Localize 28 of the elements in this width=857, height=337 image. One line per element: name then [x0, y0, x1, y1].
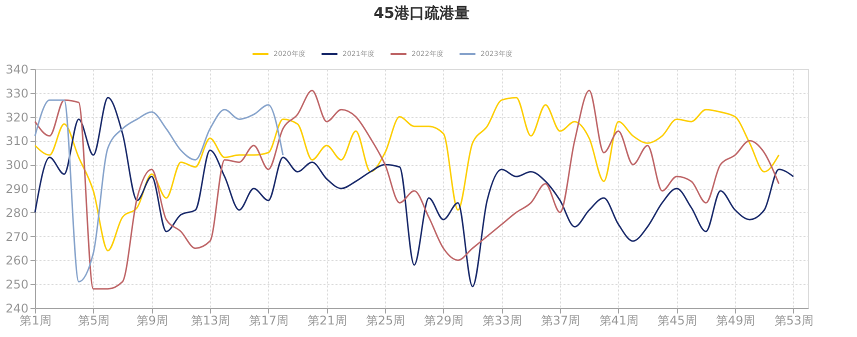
y-tick-label: 300 [6, 158, 28, 172]
y-tick-label: 280 [6, 206, 28, 220]
x-tick-label: 第17周 [249, 314, 288, 328]
y-tick-label: 320 [6, 110, 28, 124]
y-tick-label: 260 [6, 254, 28, 268]
x-tick-label: 第9周 [136, 314, 168, 328]
x-tick-label: 第13周 [190, 314, 230, 328]
y-tick-label: 270 [6, 230, 28, 244]
x-tick-label: 第49周 [716, 314, 756, 328]
y-tick-label: 310 [6, 134, 28, 148]
x-tick-label: 第21周 [308, 314, 347, 328]
y-tick-label: 250 [6, 278, 28, 292]
line-series [34, 96, 780, 252]
x-tick-label: 第33周 [482, 314, 522, 328]
x-tick-label: 第53周 [774, 314, 814, 328]
y-tick-label: 290 [6, 182, 28, 196]
x-tick-label: 第5周 [78, 314, 110, 328]
x-tick-label: 第37周 [540, 314, 580, 328]
x-tick-label: 第25周 [366, 314, 406, 328]
x-tick-label: 第45周 [658, 314, 697, 328]
x-tick-label: 第29周 [424, 314, 464, 328]
y-tick-label: 240 [6, 302, 28, 316]
chart-title: 45港口疏港量 [374, 4, 470, 22]
x-tick-label: 第41周 [599, 314, 639, 328]
y-tick-label: 330 [6, 86, 28, 100]
y-tick-label: 340 [6, 62, 28, 76]
x-tick-label: 第1周 [20, 314, 52, 328]
line-series [34, 99, 284, 282]
